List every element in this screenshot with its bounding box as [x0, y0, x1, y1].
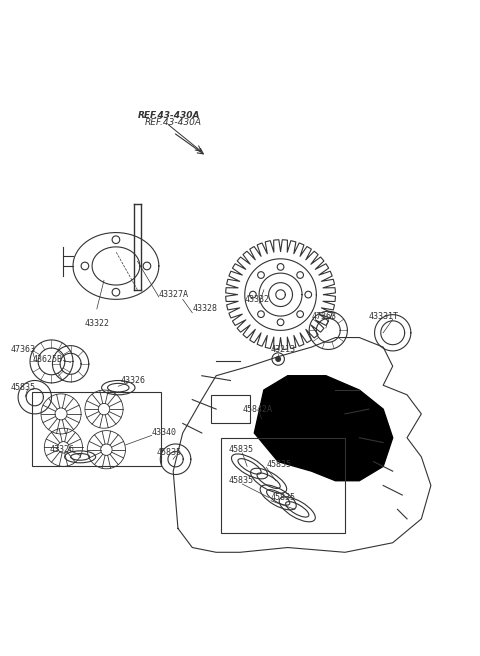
Text: 43332: 43332: [245, 295, 270, 304]
Polygon shape: [254, 376, 393, 481]
Text: 45835: 45835: [271, 493, 296, 502]
Text: REF.43-430A: REF.43-430A: [144, 118, 202, 127]
Text: 43327A: 43327A: [159, 290, 189, 299]
Text: 45835: 45835: [11, 383, 36, 392]
Text: 47363: 47363: [312, 312, 336, 321]
Text: 43340: 43340: [152, 428, 177, 438]
Text: 47363: 47363: [11, 345, 36, 354]
Text: 43213: 43213: [271, 345, 296, 354]
Text: 43322: 43322: [85, 319, 110, 328]
Text: 43328: 43328: [192, 304, 217, 314]
Text: 43625B: 43625B: [33, 354, 62, 363]
Text: 45835: 45835: [228, 476, 253, 485]
Circle shape: [276, 357, 281, 361]
Text: REF.43-430A: REF.43-430A: [137, 111, 200, 120]
Text: 45842A: 45842A: [242, 405, 272, 414]
Text: 43331T: 43331T: [369, 312, 399, 321]
Text: 45835: 45835: [266, 459, 291, 468]
Text: 45835: 45835: [228, 445, 253, 454]
Text: 43326: 43326: [120, 376, 146, 385]
Text: 45835: 45835: [156, 447, 181, 457]
Text: 43326: 43326: [49, 445, 74, 454]
